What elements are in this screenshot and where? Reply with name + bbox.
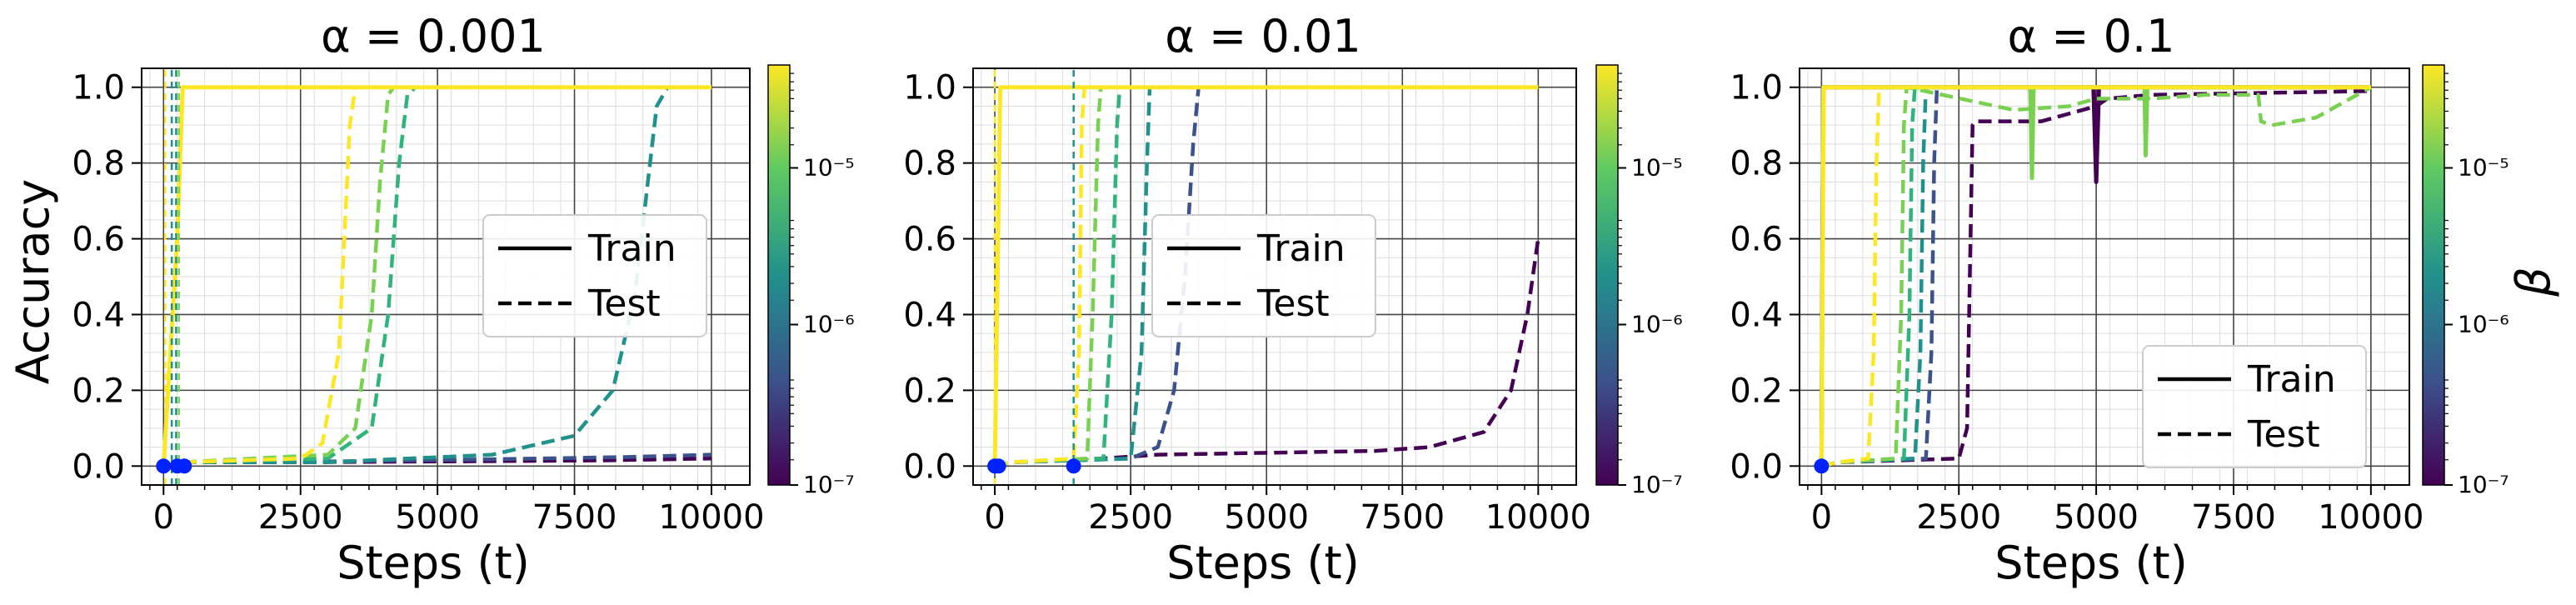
colorbar <box>2422 64 2445 486</box>
y-axis-label: Accuracy <box>7 179 59 385</box>
y-tick-label: 0.0 <box>72 448 125 486</box>
series-line-0 <box>994 238 1540 468</box>
panel-alpha-0001: α = 0.001 Steps (t) 0 2500 5000 7500 10000 0.… <box>72 10 854 589</box>
axes-frame <box>972 68 1577 486</box>
legend-entry: Test <box>1256 282 1330 325</box>
x-tick-label: 10000 <box>2318 498 2424 537</box>
y-tick-label: 0.2 <box>903 372 956 410</box>
x-tick-label: 7500 <box>1360 498 1445 537</box>
legend-entry: Train <box>1256 228 1345 270</box>
x-tick-label: 10000 <box>1485 498 1591 537</box>
x-tick-label: 2500 <box>1916 498 2001 537</box>
panel-title: α = 0.001 <box>321 10 546 62</box>
y-tick-label: 0.6 <box>72 221 125 259</box>
x-tick-label: 0 <box>153 498 174 537</box>
x-tick-label: 5000 <box>395 498 480 537</box>
colorbar-tick-label: 10⁻⁵ <box>803 153 855 181</box>
y-tick-label: 0.8 <box>903 145 956 183</box>
y-tick-label: 0.2 <box>72 372 125 410</box>
legend: Train Test <box>2142 345 2367 468</box>
panel-alpha-01: α = 0.1 Steps (t) 0 2500 5000 7500 10000 0.0 0… <box>1730 10 2509 589</box>
y-tick-label: 0.4 <box>903 296 956 334</box>
x-tick-label: 2500 <box>258 498 343 537</box>
y-tick-label: 0.0 <box>903 448 956 486</box>
x-tick-label: 2500 <box>1088 498 1173 537</box>
x-axis-label: Steps (t) <box>1166 537 1360 589</box>
legend-entry: Train <box>2247 358 2336 401</box>
colorbar-tick-label: 10⁻⁶ <box>1631 310 1683 338</box>
colorbar-tick-label: 10⁻⁷ <box>803 471 855 498</box>
legend: Train Test <box>482 214 707 338</box>
series-line-8 <box>1819 85 2371 467</box>
legend-entry: Test <box>587 282 661 325</box>
colorbar <box>1595 64 1619 486</box>
y-tick-label: 0.0 <box>1730 448 1783 486</box>
y-tick-label: 1.0 <box>903 69 956 108</box>
x-tick-label: 0 <box>984 498 1005 537</box>
x-axis-label: Steps (t) <box>337 537 530 589</box>
panel-alpha-001: α = 0.01 Steps (t) 0 2500 5000 7500 10000 0.0… <box>903 10 1682 589</box>
y-tick-label: 1.0 <box>72 69 125 108</box>
x-tick-label: 0 <box>1811 498 1832 537</box>
axes-frame <box>1799 68 2410 486</box>
series-line-2 <box>162 85 711 468</box>
colorbar-tick-label: 10⁻⁵ <box>1631 153 1683 181</box>
series-line-1 <box>162 452 712 468</box>
transition-marker <box>156 458 172 474</box>
series-line-5 <box>162 85 711 468</box>
colorbar-tick-label: 10⁻⁷ <box>1631 471 1683 498</box>
transition-marker <box>177 458 192 474</box>
y-tick-label: 1.0 <box>1730 69 1783 108</box>
x-axis-label: Steps (t) <box>1994 537 2188 589</box>
series-line-6 <box>992 85 1539 467</box>
legend-entry: Train <box>587 228 676 270</box>
series-line-1 <box>994 85 1539 468</box>
panel-title: α = 0.01 <box>1165 10 1360 62</box>
legend: Train Test <box>1151 214 1376 338</box>
colorbar-tick-label: 10⁻⁷ <box>2458 471 2509 498</box>
x-tick-label: 5000 <box>1224 498 1309 537</box>
panel-title: α = 0.1 <box>2007 10 2174 62</box>
colorbar-tick-label: 10⁻⁶ <box>2458 310 2509 338</box>
series-line-4 <box>1820 85 2371 468</box>
axes-frame <box>141 68 751 486</box>
x-tick-label: 10000 <box>658 498 764 537</box>
transition-marker <box>1814 458 1830 474</box>
colorbar-label: β <box>2507 267 2561 298</box>
legend-entry: Test <box>2247 413 2320 456</box>
series-line-5 <box>1820 85 2372 468</box>
y-tick-label: 0.2 <box>1730 372 1783 410</box>
y-tick-label: 0.4 <box>72 296 125 334</box>
transition-marker <box>991 458 1006 474</box>
y-tick-label: 0.6 <box>903 221 956 259</box>
x-tick-label: 7500 <box>532 498 617 537</box>
x-tick-label: 7500 <box>2191 498 2276 537</box>
colorbar <box>767 64 791 486</box>
series-line-2 <box>1820 85 2371 468</box>
colorbar-tick-label: 10⁻⁵ <box>2458 153 2509 181</box>
x-tick-label: 5000 <box>2054 498 2139 537</box>
transition-marker <box>1066 458 1081 474</box>
y-tick-label: 0.8 <box>1730 145 1783 183</box>
y-tick-label: 0.6 <box>1730 221 1783 259</box>
colorbar-tick-label: 10⁻⁶ <box>803 310 855 338</box>
y-tick-label: 0.4 <box>1730 296 1783 334</box>
series-line-6 <box>161 85 711 467</box>
y-tick-label: 0.8 <box>72 145 125 183</box>
